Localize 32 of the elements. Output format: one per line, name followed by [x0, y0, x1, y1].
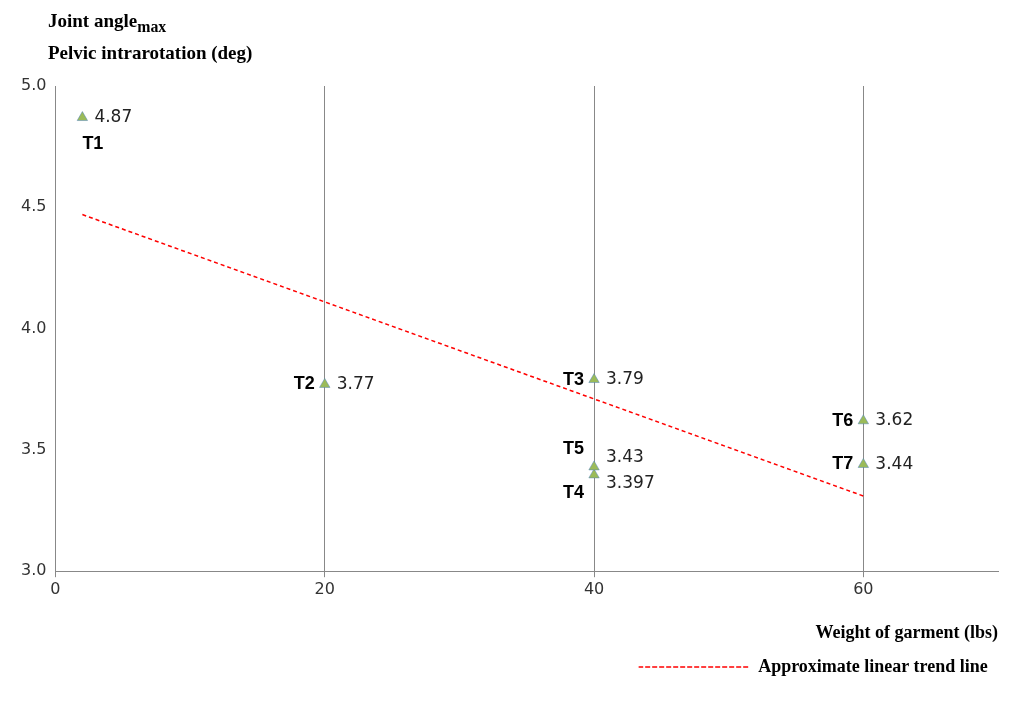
data-label: 3.62: [875, 409, 914, 430]
point: [857, 458, 869, 468]
y-tick-label: 4.0: [20, 317, 47, 337]
data-label: 4.87: [94, 105, 133, 126]
annotation: T7: [832, 453, 854, 474]
point: [319, 377, 331, 388]
y-tick-label: 5.0: [20, 74, 47, 94]
annotation: T1: [82, 132, 104, 153]
data-label: 3.77: [336, 372, 375, 393]
data-label: 3.43: [606, 446, 644, 467]
data-label: 3.397: [606, 472, 655, 493]
y-tick-label: 4.5: [20, 196, 47, 216]
data-label: 3.44: [875, 452, 914, 473]
text: Approximate linear trend line: [758, 655, 988, 676]
point: [588, 373, 600, 383]
x-tick-label: 0: [50, 578, 61, 598]
annotation: T6: [832, 409, 854, 430]
x-tick-label: 20: [314, 578, 335, 598]
y-tick-label: 3.5: [20, 438, 47, 458]
x-tick-label: 60: [853, 578, 874, 598]
point: [588, 460, 600, 470]
x-tick-label: 40: [583, 578, 605, 598]
point: [76, 111, 88, 121]
point: [857, 414, 869, 424]
data-label: 3.79: [606, 367, 644, 388]
annotation: T3: [563, 368, 585, 389]
annotation: T5: [563, 437, 585, 458]
y-axis-title: Joint angle$_{max}$ Pelvic intrarotation (deg): [48, 9, 254, 65]
annotation: T2: [293, 373, 315, 394]
annotation: T4: [563, 481, 585, 502]
x-axis-title: Weight of garment (lbs): [815, 621, 998, 643]
y-tick-label: 3.0: [20, 560, 47, 580]
